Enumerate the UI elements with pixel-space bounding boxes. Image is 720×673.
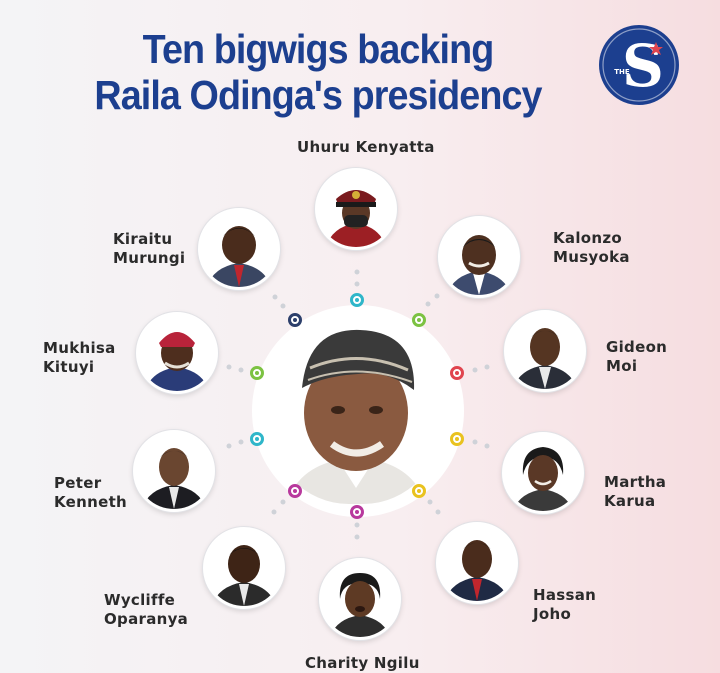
ring-dot-bottom-right: [412, 484, 426, 498]
charity-ngilu-portrait: [319, 558, 401, 640]
hassan-joho-portrait: [436, 522, 518, 604]
raila-odinga-portrait: [268, 318, 444, 504]
name-wycliffe-oparanya: Wycliffe Oparanya: [104, 591, 189, 628]
name-kiraitu-murungi: Kiraitu Murungi: [113, 230, 186, 267]
ring-dot-right-upper: [450, 366, 464, 380]
svg-text:S: S: [622, 32, 664, 100]
headline: Ten bigwigs backing Raila Odinga's presi…: [60, 26, 575, 118]
kalonzo-musyoka-portrait: [438, 216, 520, 298]
name-martha-karua: Martha Karua: [604, 473, 667, 510]
peter-kenneth-portrait: [133, 430, 215, 512]
wycliffe-oparanya-portrait: [203, 527, 285, 609]
kiraitu-murungi-portrait: [198, 208, 280, 290]
headline-line-2: Raila Odinga's presidency: [94, 72, 542, 118]
ring-dot-left-upper: [250, 366, 264, 380]
ring-dot-top-right: [412, 313, 426, 327]
ring-dot-right-lower: [450, 432, 464, 446]
the-star-logo: S THE: [598, 24, 680, 106]
mukhisa-kituyi-portrait: [136, 312, 218, 394]
ring-dot-top-left: [288, 313, 302, 327]
ring-dot-bottom: [350, 505, 364, 519]
uhuru-kenyatta-portrait: [315, 168, 397, 250]
ring-dot-bottom-left: [288, 484, 302, 498]
headline-line-1: Ten bigwigs backing: [142, 26, 495, 72]
name-gideon-moi: Gideon Moi: [606, 338, 668, 375]
martha-karua-portrait: [502, 432, 584, 514]
name-kalonzo-musyoka: Kalonzo Musyoka: [553, 229, 630, 266]
gideon-moi-portrait: [504, 310, 586, 392]
name-peter-kenneth: Peter Kenneth: [54, 474, 128, 511]
name-mukhisa-kituyi: Mukhisa Kituyi: [43, 339, 116, 376]
svg-text:THE: THE: [614, 68, 630, 76]
ring-dot-left-lower: [250, 432, 264, 446]
name-uhuru-kenyatta: Uhuru Kenyatta: [297, 138, 435, 156]
ring-dot-top: [350, 293, 364, 307]
name-charity-ngilu: Charity Ngilu: [305, 654, 420, 672]
name-hassan-joho: Hassan Joho: [533, 586, 597, 623]
